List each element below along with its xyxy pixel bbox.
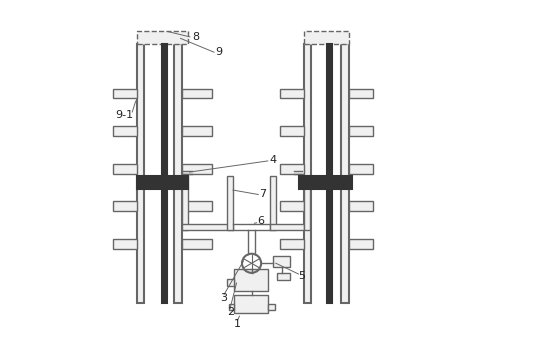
Bar (181, 164, 212, 174)
Bar (276, 272, 290, 280)
Bar (113, 164, 137, 174)
Bar (349, 202, 373, 211)
Bar (181, 202, 212, 211)
Bar (270, 176, 276, 230)
Bar (137, 31, 189, 44)
Bar (227, 176, 233, 230)
Bar (113, 89, 137, 99)
Text: 3: 3 (220, 293, 227, 303)
Bar (273, 256, 290, 268)
Bar (341, 44, 349, 303)
Bar (181, 89, 212, 99)
Text: 8: 8 (192, 32, 200, 42)
Bar (229, 304, 234, 310)
Bar (280, 89, 304, 99)
Bar (137, 176, 189, 189)
Bar (304, 31, 349, 44)
Bar (162, 44, 167, 303)
Bar (280, 126, 304, 136)
Bar (113, 126, 137, 136)
Text: 1: 1 (234, 319, 241, 329)
Bar (280, 164, 304, 174)
Bar (304, 44, 311, 303)
Bar (349, 239, 373, 248)
Bar (349, 89, 373, 99)
Bar (327, 44, 332, 303)
Text: 9-1: 9-1 (116, 110, 134, 120)
Bar (234, 295, 268, 313)
Bar (113, 202, 137, 211)
Text: 2: 2 (227, 307, 234, 317)
Bar (234, 269, 268, 291)
Bar (349, 164, 373, 174)
Bar (181, 239, 212, 248)
Bar (280, 239, 304, 248)
Text: 5: 5 (299, 271, 306, 281)
Bar (181, 224, 233, 230)
Bar (299, 176, 352, 189)
Bar (113, 239, 137, 248)
Bar (304, 176, 310, 230)
Bar (181, 126, 212, 136)
Bar (137, 44, 144, 303)
Bar (227, 279, 234, 286)
Bar (349, 126, 373, 136)
Text: 6: 6 (258, 216, 265, 226)
Bar (181, 176, 187, 230)
Bar (174, 44, 181, 303)
Text: 4: 4 (269, 155, 276, 165)
Bar (270, 224, 304, 230)
Text: 7: 7 (259, 189, 267, 199)
Bar (280, 202, 304, 211)
Bar (268, 304, 275, 310)
Text: 9: 9 (215, 47, 222, 57)
